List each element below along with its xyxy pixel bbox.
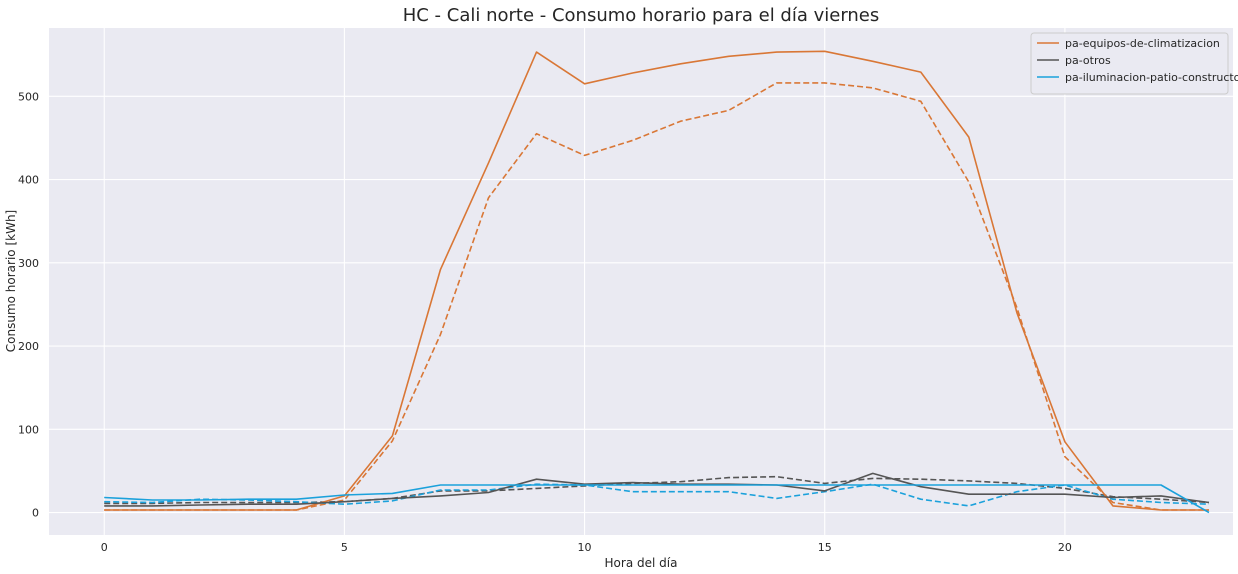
- chart-title: HC - Cali norte - Consumo horario para e…: [403, 5, 880, 26]
- series-line-dashed-5: [104, 483, 1210, 507]
- x-axis-label: Hora del día: [605, 556, 678, 570]
- y-tick-label: 500: [18, 90, 39, 103]
- series-line-1: [104, 472, 1210, 507]
- x-tick-label: 10: [578, 541, 592, 554]
- series-line-0: [104, 50, 1209, 511]
- y-axis-label: Consumo horario [kWh]: [4, 210, 18, 352]
- legend-box: [1030, 32, 1229, 95]
- y-tick-label: 300: [18, 257, 39, 270]
- y-tick-label: 100: [18, 423, 39, 436]
- legend-label: pa-iluminacion-patio-constructor: [1065, 71, 1238, 84]
- y-tick-label: 0: [32, 507, 39, 520]
- y-tick-label: 400: [18, 174, 39, 187]
- x-tick-label: 20: [1058, 541, 1072, 554]
- series-line-2: [104, 484, 1210, 514]
- y-tick-label: 200: [18, 340, 39, 353]
- series-lines: [104, 50, 1210, 514]
- x-tick-label: 5: [341, 541, 348, 554]
- x-tick-label: 0: [101, 541, 108, 554]
- legend: pa-equipos-de-climatizacion pa-otros pa-il…: [1030, 32, 1238, 95]
- legend-label: pa-otros: [1065, 54, 1111, 67]
- x-tick-label: 15: [818, 541, 832, 554]
- legend-label: pa-equipos-de-climatizacion: [1065, 37, 1220, 50]
- gridlines: [49, 28, 1233, 535]
- plot-area: [49, 28, 1233, 535]
